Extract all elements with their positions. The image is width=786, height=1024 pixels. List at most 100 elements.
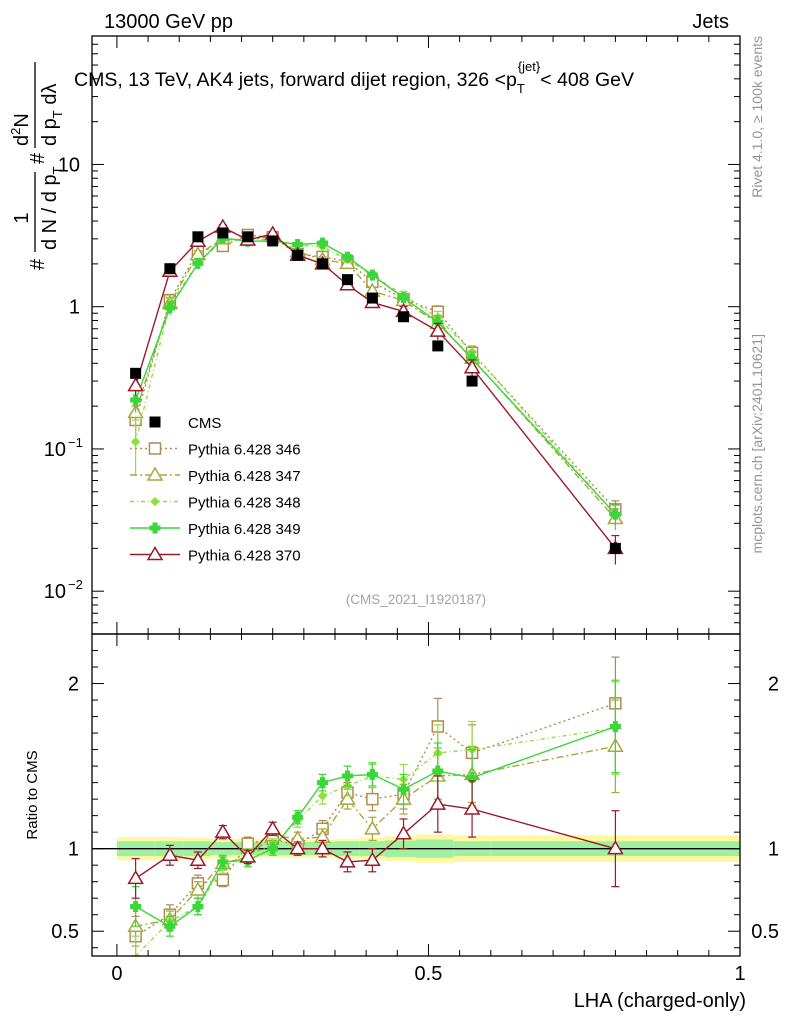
main-point bbox=[292, 239, 304, 250]
legend-marker-0 bbox=[148, 442, 162, 455]
ratio-panel-curves bbox=[127, 656, 624, 957]
y-axis-label-ratio: Ratio to CMS bbox=[24, 750, 41, 839]
data-point bbox=[432, 340, 444, 352]
data-point bbox=[317, 258, 329, 270]
svg-text:1: 1 bbox=[11, 212, 33, 223]
legend-label-3: Pythia 6.428 349 bbox=[188, 521, 301, 538]
ratio-point bbox=[341, 770, 353, 782]
ratio-point bbox=[161, 846, 179, 862]
cms-data-points bbox=[130, 227, 621, 554]
ratio-point bbox=[607, 840, 624, 855]
main-point bbox=[398, 292, 410, 304]
ratio-point bbox=[339, 790, 356, 805]
ratio-point bbox=[264, 820, 281, 835]
y-tick-label-main: 10 bbox=[44, 439, 66, 461]
ratio-point bbox=[217, 856, 229, 868]
ratio-point bbox=[366, 768, 378, 780]
ratio-point bbox=[466, 772, 478, 784]
ratio-point bbox=[189, 881, 207, 896]
ratio-point bbox=[189, 851, 207, 866]
ratio-series-line-1 bbox=[135, 745, 616, 927]
main-point bbox=[127, 377, 144, 392]
data-point bbox=[267, 235, 279, 247]
ratio-point bbox=[292, 811, 304, 823]
ratio-point bbox=[429, 795, 447, 810]
ratio-point bbox=[609, 720, 621, 732]
svg-text:d N / d pT: d N / d pT bbox=[39, 166, 65, 250]
main-panel-curves bbox=[127, 218, 624, 565]
data-point bbox=[398, 311, 410, 323]
legend-label-1: Pythia 6.428 347 bbox=[188, 468, 301, 485]
legend: CMS Pythia 6.428 346 Pythia 6.428 347 Pythi… bbox=[130, 415, 301, 565]
svg-text:d2N: d2N bbox=[8, 113, 33, 146]
y-tick-label-ratio-left: 0.5 bbox=[51, 921, 79, 943]
ratio-point bbox=[398, 783, 410, 795]
ratio-point bbox=[317, 777, 329, 789]
data-point bbox=[341, 274, 353, 286]
ratio-point bbox=[239, 848, 257, 863]
data-point bbox=[466, 375, 478, 387]
ratio-point bbox=[289, 840, 306, 855]
y-tick-label-ratio-right: 1 bbox=[768, 839, 779, 861]
y-tick-label-main: 10 bbox=[58, 154, 80, 176]
main-point bbox=[463, 359, 481, 374]
ratio-point bbox=[314, 840, 331, 855]
x-tick-label: 1 bbox=[734, 963, 745, 985]
data-point bbox=[217, 227, 229, 239]
ratio-point bbox=[241, 837, 255, 850]
data-point bbox=[192, 231, 204, 243]
ratio-point bbox=[164, 920, 176, 932]
main-point bbox=[130, 437, 141, 447]
main-plot-frame bbox=[91, 35, 741, 635]
y-tick-label-main: 10 bbox=[44, 581, 66, 603]
ratio-point bbox=[127, 869, 144, 885]
x-tick-label: 0 bbox=[111, 963, 122, 985]
ratio-point bbox=[366, 792, 379, 806]
ratio-point bbox=[317, 791, 328, 801]
x-axis-label: LHA (charged-only) bbox=[574, 990, 746, 1012]
svg-text:#: # bbox=[27, 152, 49, 164]
main-point bbox=[429, 322, 447, 337]
ratio-point bbox=[216, 873, 230, 887]
ratio-point bbox=[395, 825, 412, 840]
data-point bbox=[609, 542, 621, 554]
axis-ticks bbox=[92, 35, 741, 956]
y-tick-label-ratio-left: 1 bbox=[68, 839, 79, 861]
data-point bbox=[164, 263, 176, 275]
y-tick-label-main: 1 bbox=[69, 297, 80, 319]
svg-text:d pT dλ: d pT dλ bbox=[39, 84, 65, 146]
y-tick-label-ratio-right: 2 bbox=[768, 674, 779, 696]
header-right: Jets bbox=[692, 11, 729, 33]
legend-label-2: Pythia 6.428 348 bbox=[188, 495, 301, 512]
analysis-tag: (CMS_2021_I1920187) bbox=[346, 592, 486, 607]
data-point bbox=[130, 367, 142, 379]
legend-marker-3 bbox=[149, 522, 161, 534]
ratio-point bbox=[364, 851, 381, 866]
data-point bbox=[366, 292, 378, 304]
mcplots-label: mcplots.cern.ch [arXiv:2401.10621] bbox=[749, 334, 765, 553]
x-tick-label: 0.5 bbox=[415, 963, 443, 985]
legend-marker-1 bbox=[146, 466, 164, 481]
legend-label-4: Pythia 6.428 370 bbox=[188, 548, 301, 565]
legend-marker-2 bbox=[150, 496, 160, 507]
main-point bbox=[366, 269, 378, 281]
y-tick-label-ratio-left: 2 bbox=[68, 674, 79, 696]
ratio-point bbox=[130, 900, 142, 912]
main-point bbox=[130, 394, 142, 406]
main-point bbox=[609, 508, 621, 520]
ratio-point bbox=[192, 900, 204, 912]
main-point bbox=[164, 302, 176, 314]
ratio-point bbox=[214, 823, 232, 838]
ratio-point bbox=[463, 800, 481, 815]
ratio-point bbox=[339, 853, 356, 868]
main-series-line-3 bbox=[134, 237, 616, 515]
legend-marker-4 bbox=[146, 546, 164, 561]
y-axis-label-main: # 1 d N / d pT # d2N d pT dλ bbox=[8, 62, 65, 270]
main-series-line-1 bbox=[134, 235, 616, 520]
ratio-plot-frame bbox=[91, 633, 741, 957]
legend-label-cms: CMS bbox=[188, 415, 221, 432]
legend-marker-cms bbox=[149, 416, 161, 428]
rivet-label: Rivet 4.1.0, ≥ 100k events bbox=[749, 36, 765, 198]
